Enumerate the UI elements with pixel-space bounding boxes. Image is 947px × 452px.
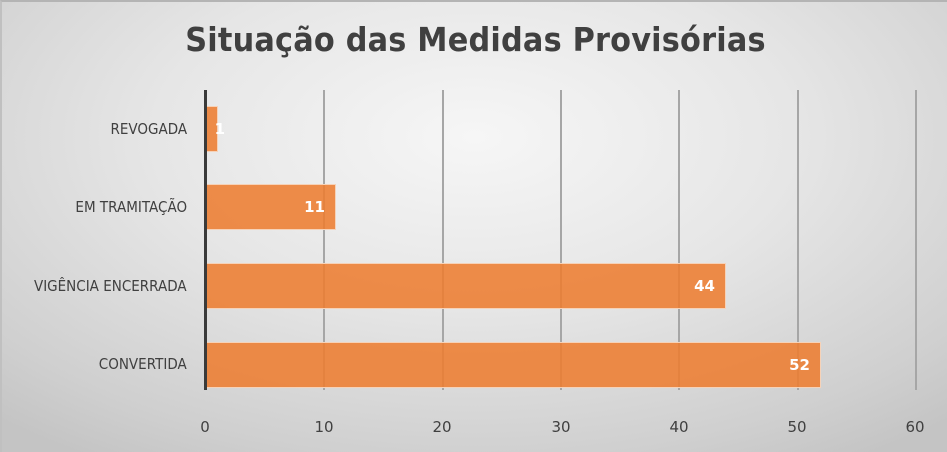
tick-label-60: 60 bbox=[905, 418, 925, 436]
tick-label-50: 50 bbox=[787, 418, 807, 436]
gridline-10 bbox=[323, 90, 325, 390]
category-label-em-tramitacao: EM TRAMITAÇÃO bbox=[75, 198, 187, 216]
gridline-20 bbox=[442, 90, 444, 390]
bar-em-tramitacao[interactable]: 11 bbox=[206, 184, 336, 230]
data-label-convertida: 52 bbox=[789, 356, 810, 374]
bar-revogada[interactable]: 1 bbox=[206, 106, 225, 152]
gridline-60 bbox=[915, 90, 917, 390]
gridline-30 bbox=[560, 90, 562, 390]
data-label-vigencia-encerrada: 44 bbox=[694, 277, 715, 295]
tick-label-10: 10 bbox=[314, 418, 334, 436]
plot-area: 1 11 44 52 bbox=[204, 90, 918, 390]
data-label-revogada: 1 bbox=[214, 120, 225, 138]
tick-label-30: 30 bbox=[551, 418, 571, 436]
bar-vigencia-encerrada[interactable]: 44 bbox=[206, 263, 726, 309]
category-label-convertida: CONVERTIDA bbox=[99, 355, 187, 373]
bar-convertida[interactable]: 52 bbox=[206, 342, 821, 388]
chart-title: Situação das Medidas Provisórias bbox=[185, 20, 766, 59]
category-label-revogada: REVOGADA bbox=[110, 120, 187, 138]
gridline-50 bbox=[797, 90, 799, 390]
gridline-40 bbox=[678, 90, 680, 390]
tick-label-0: 0 bbox=[200, 418, 210, 436]
tick-label-40: 40 bbox=[669, 418, 689, 436]
data-label-em-tramitacao: 11 bbox=[304, 198, 325, 216]
category-axis-line bbox=[204, 90, 207, 390]
tick-label-20: 20 bbox=[432, 418, 452, 436]
category-label-vigencia-encerrada: VIGÊNCIA ENCERRADA bbox=[34, 277, 187, 295]
